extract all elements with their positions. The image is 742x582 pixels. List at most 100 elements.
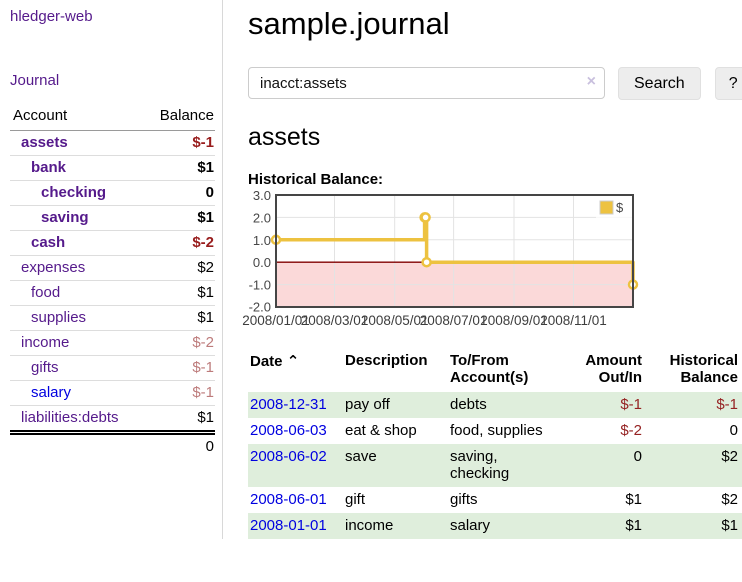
date-column-header[interactable]: Date ⌃: [250, 353, 300, 370]
account-link-saving[interactable]: saving: [41, 209, 89, 226]
accounts-balance-table: Account Balance assets $-1 bank $1 check…: [10, 104, 215, 458]
account-link-liabilities-debts[interactable]: liabilities:debts: [21, 409, 119, 426]
data-point[interactable]: [420, 212, 431, 223]
transaction-amount: $-1: [620, 396, 642, 413]
account-row: liabilities:debts $1: [10, 405, 215, 433]
accounts-total-row: 0: [10, 430, 215, 458]
account-row: food $1: [10, 280, 215, 306]
help-button[interactable]: ?: [714, 67, 742, 100]
transaction-date-link[interactable]: 2008-01-01: [250, 517, 327, 534]
account-column-header: Account: [10, 104, 144, 131]
search-input[interactable]: [248, 67, 605, 99]
account-link-checking[interactable]: checking: [41, 184, 107, 201]
account-row: income $-2: [10, 330, 215, 356]
account-link-assets[interactable]: assets: [21, 134, 68, 151]
account-heading: assets: [248, 123, 321, 151]
x-axis-labels: 2008/01/01 2008/03/01 2008/05/01 2008/07…: [242, 313, 607, 328]
transaction-description: gift: [345, 491, 366, 508]
transaction-amount: $1: [625, 517, 642, 534]
transaction-row: 2008-12-31 pay off debts $-1 $-1: [248, 392, 742, 418]
search-input-wrap: ×: [248, 67, 605, 99]
data-point-markers[interactable]: [270, 212, 639, 290]
balance-column-header: Balance: [143, 104, 215, 131]
transaction-row: 2008-06-01 gift gifts $1 $2: [248, 487, 742, 513]
transaction-amount: 0: [633, 448, 642, 465]
app-title-link[interactable]: hledger-web: [10, 8, 93, 25]
legend-swatch: [599, 200, 614, 215]
svg-text:2008/11/01: 2008/11/01: [540, 313, 607, 328]
svg-text:2008/03/01: 2008/03/01: [301, 313, 369, 328]
balance-chart: $ 3.0 2.0 1.0 0.0 -1.0 -2.0 2008/01/01 2…: [242, 188, 639, 328]
legend-label: $: [616, 200, 624, 215]
amount-column-header: Amount Out/In: [585, 352, 642, 386]
sidebar: hledger-web Journal Account Balance asse…: [0, 0, 223, 539]
page: hledger-web Journal Account Balance asse…: [0, 0, 742, 539]
account-balance: $1: [143, 405, 215, 433]
account-row: assets $-1: [10, 131, 215, 156]
search-button[interactable]: Search: [618, 67, 701, 100]
transaction-balance: $2: [721, 491, 738, 508]
transaction-balance: 0: [729, 422, 738, 439]
transaction-balance: $2: [721, 448, 738, 465]
transaction-date-link[interactable]: 2008-06-01: [250, 491, 327, 508]
transaction-description: income: [345, 517, 394, 534]
transaction-date-link[interactable]: 2008-12-31: [250, 396, 327, 413]
transaction-accounts: saving, checking: [450, 448, 510, 482]
register-header-row: Date ⌃ Description To/From Account(s) Am…: [248, 350, 742, 392]
account-balance: $-1: [192, 134, 214, 151]
account-row: saving $1: [10, 205, 215, 231]
account-balance: $-2: [143, 330, 215, 356]
main-content: sample.journal × Search ? assets Histori…: [242, 0, 742, 539]
svg-text:2008/05/01: 2008/05/01: [361, 313, 429, 328]
svg-text:3.0: 3.0: [253, 188, 271, 203]
transaction-accounts: debts: [450, 396, 487, 413]
transaction-date-link[interactable]: 2008-06-02: [250, 448, 327, 465]
transaction-accounts: gifts: [450, 491, 478, 508]
svg-text:2008/07/01: 2008/07/01: [420, 313, 488, 328]
transaction-amount: $-2: [620, 422, 642, 439]
svg-text:2.0: 2.0: [253, 210, 271, 225]
account-link-supplies[interactable]: supplies: [31, 309, 87, 326]
svg-text:-2.0: -2.0: [249, 300, 271, 315]
svg-text:1.0: 1.0: [253, 233, 271, 248]
account-link-food[interactable]: food: [31, 284, 61, 301]
transaction-accounts: salary: [450, 517, 491, 534]
chart-title: Historical Balance:: [248, 171, 384, 188]
account-link-cash[interactable]: cash: [31, 234, 66, 251]
search-bar: × Search ?: [248, 67, 742, 100]
account-link-expenses[interactable]: expenses: [21, 259, 86, 276]
transaction-row: 2008-06-03 eat & shop food, supplies $-2…: [248, 418, 742, 444]
account-link-gifts[interactable]: gifts: [31, 359, 59, 376]
page-title: sample.journal: [248, 6, 450, 41]
svg-text:-1.0: -1.0: [249, 278, 271, 293]
account-balance: $1: [143, 280, 215, 306]
account-row: gifts $-1: [10, 355, 215, 381]
transaction-balance: $-1: [716, 396, 738, 413]
account-balance: $1: [143, 205, 215, 231]
account-link-bank[interactable]: bank: [31, 159, 67, 176]
account-link-income[interactable]: income: [21, 334, 70, 351]
y-axis-labels: 3.0 2.0 1.0 0.0 -1.0 -2.0: [249, 188, 271, 315]
register-table: Date ⌃ Description To/From Account(s) Am…: [248, 350, 742, 539]
account-balance: 0: [143, 180, 215, 206]
transaction-description: save: [345, 448, 377, 465]
account-row: salary $-1: [10, 380, 215, 406]
sidebar-item-journal[interactable]: Journal: [10, 72, 60, 89]
clear-search-icon[interactable]: ×: [586, 73, 596, 90]
account-row: cash $-2: [10, 230, 215, 256]
accounts-table-header: Account Balance: [10, 104, 215, 131]
transaction-date-link[interactable]: 2008-06-03: [250, 422, 327, 439]
transaction-description: eat & shop: [345, 422, 417, 439]
account-row: expenses $2: [10, 255, 215, 281]
account-balance: $-1: [143, 380, 215, 406]
svg-text:2008/09/01: 2008/09/01: [480, 313, 548, 328]
transaction-row: 2008-01-01 income salary $1 $1: [248, 513, 742, 539]
sort-ascending-icon[interactable]: ⌃: [286, 353, 300, 370]
transaction-amount: $1: [625, 491, 642, 508]
description-column-header: Description: [345, 352, 428, 369]
data-point[interactable]: [421, 256, 432, 268]
account-link-salary[interactable]: salary: [31, 384, 72, 401]
accounts-column-header: To/From Account(s): [450, 352, 529, 386]
transaction-balance: $1: [721, 517, 738, 534]
account-row: supplies $1: [10, 305, 215, 331]
